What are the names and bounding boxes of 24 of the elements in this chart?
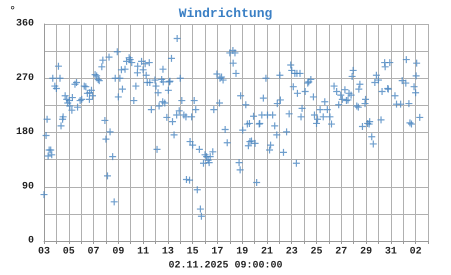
x-tick-label: 19 [236,246,248,258]
chart-title: Windrichtung [178,6,272,21]
x-tick-label: 05 [62,246,75,258]
text: 02.11.2025 09:00:00 [168,260,283,272]
x-tick-label: 21 [260,246,273,258]
y-tick-label: 360 [16,18,34,30]
x-tick-label: 27 [335,246,348,258]
x-tick-label: 07 [88,246,100,258]
x-tick-label: 25 [310,246,323,258]
y-tick-label: 0 [28,236,34,246]
x-tick-label: 17 [211,246,224,258]
y-tick-label: 180 [16,127,34,138]
x-tick-label: 03 [38,246,50,258]
y-tick-label: 90 [22,181,34,192]
x-tick-label: 11 [137,246,150,258]
x-tick-label: 02 [410,246,422,258]
x-tick-label: 29 [360,246,372,258]
x-tick-label: 09 [112,246,124,258]
y-tick-label: 270 [16,72,34,84]
x-tick-label: 31 [384,246,397,258]
y-axis-title: ° [9,4,16,18]
x-tick-label: 15 [186,246,199,258]
x-tick-label: 23 [286,246,298,258]
x-tick-label: 13 [162,246,174,258]
